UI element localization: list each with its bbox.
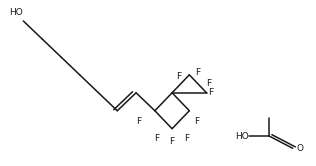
Text: F: F bbox=[194, 117, 199, 126]
Text: F: F bbox=[185, 134, 190, 143]
Text: HO: HO bbox=[9, 8, 23, 17]
Text: F: F bbox=[208, 88, 213, 97]
Text: F: F bbox=[176, 72, 181, 81]
Text: O: O bbox=[296, 144, 303, 153]
Text: HO: HO bbox=[235, 131, 249, 141]
Text: F: F bbox=[195, 68, 200, 77]
Text: F: F bbox=[155, 134, 160, 143]
Text: F: F bbox=[169, 137, 175, 146]
Text: F: F bbox=[136, 117, 141, 126]
Text: F: F bbox=[207, 79, 212, 87]
